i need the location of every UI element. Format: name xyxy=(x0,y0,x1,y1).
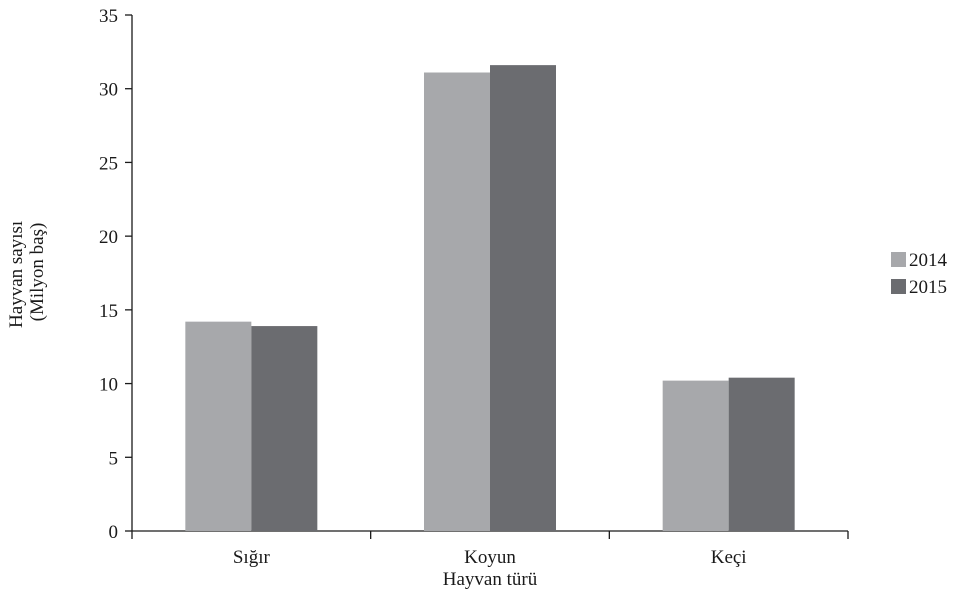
legend-label-2014: 2014 xyxy=(909,250,948,271)
bars xyxy=(185,65,795,532)
y-tick-label: 15 xyxy=(99,301,118,322)
y-tick-label: 10 xyxy=(99,375,118,396)
y-tick-label: 30 xyxy=(99,80,118,101)
legend-label-2015: 2015 xyxy=(909,277,947,298)
legend-swatch-2015 xyxy=(891,279,906,294)
y-tick-label: 20 xyxy=(99,227,118,248)
y-axis-title-line-1: Hayvan sayısı xyxy=(6,221,27,328)
legend: 2014 2015 xyxy=(891,250,948,298)
x-ticks: Sığır Koyun Keçi xyxy=(131,531,849,568)
bar-2014-2 xyxy=(424,72,490,532)
x-tick-label: Koyun xyxy=(464,547,516,568)
bar-2015-1 xyxy=(251,326,318,531)
bar-2015-2 xyxy=(490,65,556,531)
bar-2014-3 xyxy=(662,380,729,531)
y-tick-label: 5 xyxy=(109,448,119,469)
y-tick-label: 35 xyxy=(99,6,118,27)
x-axis-title: Hayvan türü xyxy=(443,569,538,590)
y-tick-label: 25 xyxy=(99,153,118,174)
legend-swatch-2014 xyxy=(891,252,906,267)
y-tick-label: 0 xyxy=(109,522,119,543)
x-tick-label: Keçi xyxy=(711,547,747,568)
bar-2014-1 xyxy=(185,321,252,531)
x-tick-label: Sığır xyxy=(233,547,271,568)
y-axis-title: Hayvan sayısı (Milyon baş) xyxy=(6,216,48,328)
bar-2015-3 xyxy=(728,377,795,531)
y-axis-title-line-2: (Milyon baş) xyxy=(27,223,48,322)
y-ticks: 0 5 10 15 20 25 30 35 xyxy=(99,6,132,543)
